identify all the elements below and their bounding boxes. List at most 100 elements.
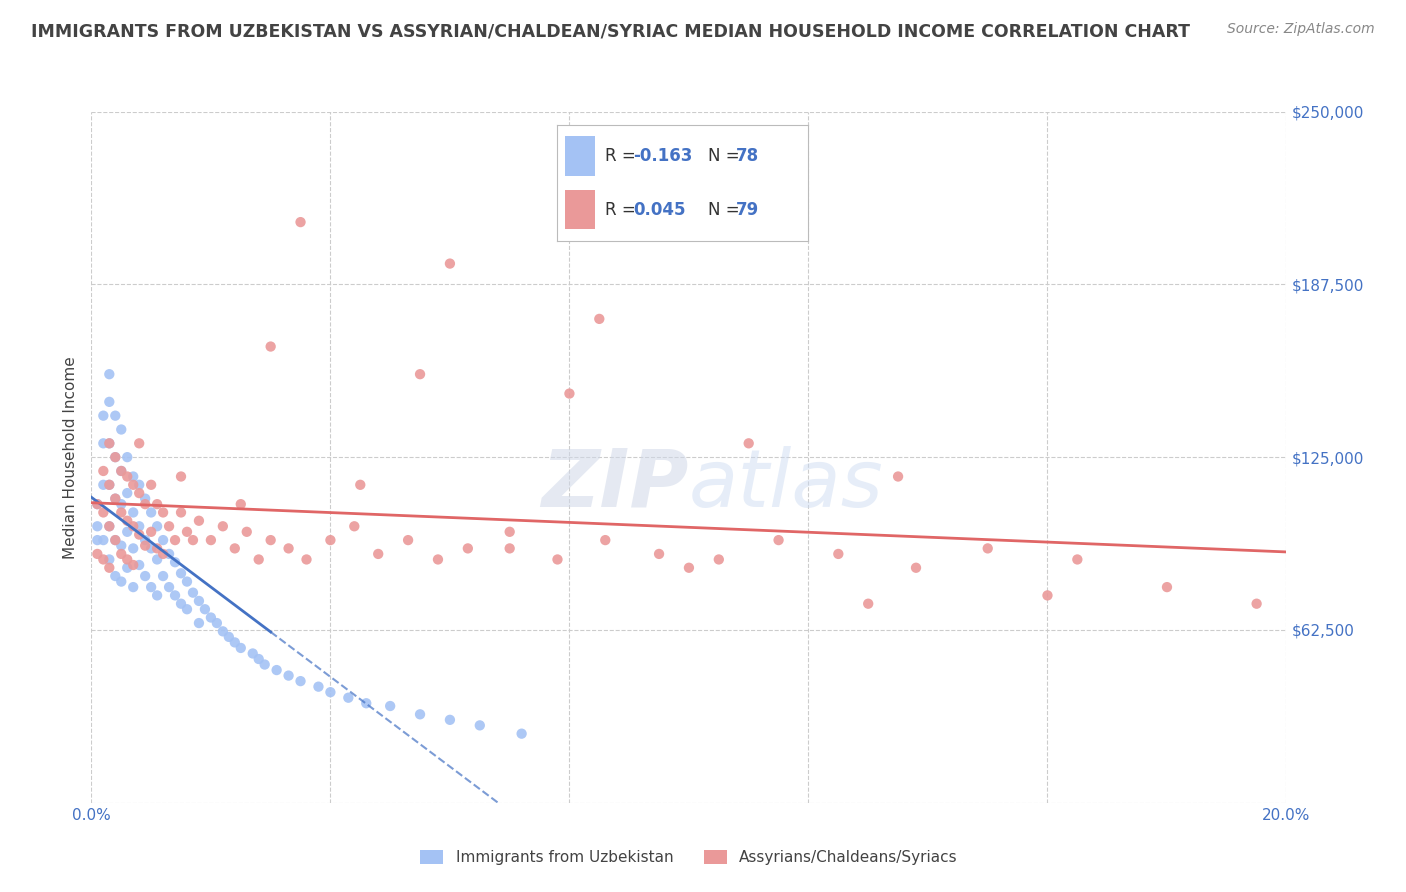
Point (499, 524, 522, 539)
Point (307, 680, 329, 694)
Point (235, 524, 259, 539)
Point (122, 580, 145, 594)
Point (367, 547, 389, 561)
Point (110, 547, 132, 561)
Point (290, 674, 312, 689)
Point (176, 602, 198, 616)
Point (122, 505, 145, 519)
Point (678, 561, 700, 575)
Point (266, 663, 288, 677)
Point (593, 533, 616, 547)
Point (157, 519, 180, 533)
Point (188, 615, 211, 630)
Point (380, 699, 402, 714)
Point (905, 561, 928, 575)
Point (134, 539, 156, 553)
Point (157, 580, 180, 594)
Point (141, 478, 163, 492)
Point (134, 569, 156, 583)
Point (98, 436, 121, 450)
Point (976, 541, 998, 556)
Point (134, 533, 156, 547)
Bar (565, 136, 595, 176)
Point (510, 726, 533, 740)
Point (200, 610, 222, 624)
Point (122, 478, 145, 492)
Point (146, 552, 169, 566)
Point (146, 589, 169, 603)
Point (122, 469, 145, 483)
Point (98, 561, 121, 575)
Point (319, 533, 342, 547)
Point (146, 541, 169, 556)
Text: Source: ZipAtlas.com: Source: ZipAtlas.com (1227, 22, 1375, 37)
Point (247, 552, 270, 566)
Point (887, 469, 910, 483)
Point (115, 524, 138, 539)
Point (110, 497, 132, 511)
Text: N =: N = (709, 147, 745, 165)
Point (152, 569, 174, 583)
Point (115, 450, 138, 464)
Point (163, 589, 186, 603)
Point (104, 533, 127, 547)
Point (1036, 589, 1059, 603)
Point (648, 547, 671, 561)
Point (468, 718, 491, 732)
Point (181, 533, 204, 547)
Point (93, 552, 115, 566)
Point (211, 624, 233, 639)
Point (128, 478, 150, 492)
Y-axis label: Median Household Income: Median Household Income (62, 356, 77, 558)
Point (295, 552, 318, 566)
Point (115, 469, 138, 483)
Point (104, 533, 127, 547)
Text: IMMIGRANTS FROM UZBEKISTAN VS ASSYRIAN/CHALDEAN/SYRIAC MEDIAN HOUSEHOLD INCOME C: IMMIGRANTS FROM UZBEKISTAN VS ASSYRIAN/C… (31, 22, 1189, 40)
Point (427, 552, 450, 566)
Point (707, 552, 730, 566)
Point (170, 597, 193, 611)
Point (242, 647, 264, 661)
Point (259, 533, 281, 547)
Point (93, 464, 115, 478)
Point (104, 409, 127, 423)
Point (319, 685, 342, 699)
Point (110, 464, 132, 478)
Point (457, 541, 479, 556)
Point (277, 541, 299, 556)
Point (104, 569, 127, 583)
Point (146, 497, 169, 511)
Point (768, 533, 790, 547)
Point (176, 524, 198, 539)
Point (128, 436, 150, 450)
Point (157, 547, 180, 561)
Point (115, 486, 138, 500)
Legend: Immigrants from Uzbekistan, Assyrians/Chaldeans/Syriacs: Immigrants from Uzbekistan, Assyrians/Ch… (415, 844, 963, 871)
Text: R =: R = (605, 147, 641, 165)
Point (188, 514, 211, 528)
Text: 0.045: 0.045 (633, 201, 685, 219)
Point (343, 519, 366, 533)
Point (86, 497, 108, 511)
Point (858, 597, 880, 611)
Point (115, 552, 138, 566)
Point (104, 491, 127, 506)
Point (247, 652, 270, 666)
Point (93, 436, 115, 450)
Point (439, 257, 461, 271)
Point (98, 478, 121, 492)
Point (152, 547, 174, 561)
Point (86, 519, 108, 533)
Text: ZIP: ZIP (541, 446, 689, 524)
Text: N =: N = (709, 201, 745, 219)
Point (128, 558, 150, 572)
Point (122, 541, 145, 556)
Point (211, 519, 233, 533)
Point (176, 574, 198, 589)
Point (134, 491, 156, 506)
Point (115, 561, 138, 575)
Text: R =: R = (605, 201, 641, 219)
Point (499, 541, 522, 556)
Point (558, 386, 581, 401)
Point (1156, 580, 1178, 594)
